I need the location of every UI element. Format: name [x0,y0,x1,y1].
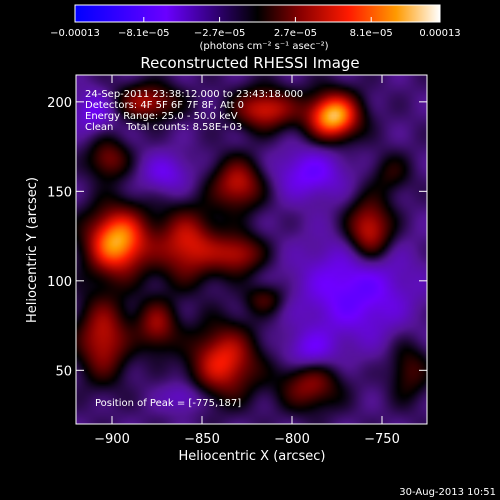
x-tick-label: −900 [94,432,130,447]
y-tick-label: 150 [47,185,72,200]
colorbar-tick-label: 8.1e−05 [350,28,393,39]
colorbar-tick-label: −8.1e−05 [118,28,170,39]
footer-timestamp: 30-Aug-2013 10:51 [399,487,496,498]
colorbar-units: (photons cm⁻² s⁻¹ asec⁻²) [199,41,328,52]
chart-title: Reconstructed RHESSI Image [140,54,359,72]
axis-ticks: −900 −850 −800 −750 50 100 150 200 [47,75,427,447]
y-axis-label: Heliocentric Y (arcsec) [25,177,40,323]
colorbar-tick-label: 0.00013 [419,28,460,39]
y-tick-label: 50 [55,364,72,379]
y-tick-label: 200 [47,96,72,111]
colorbar-tick-label: −2.7e−05 [194,28,246,39]
x-tick-label: −750 [364,432,400,447]
colorbar-tick-label: −0.00013 [50,28,100,39]
colorbar-ticks: −0.00013 −8.1e−05 −2.7e−05 2.7e−05 8.1e−05 0.… [50,17,461,39]
x-tick-label: −850 [184,432,220,447]
y-tick-label: 100 [47,275,72,290]
annotation-peak: Position of Peak = [-775,187] [95,398,241,409]
plot-frame [75,74,428,425]
x-axis-label: Heliocentric X (arcsec) [179,449,326,464]
colorbar [74,4,441,23]
x-tick-label: −800 [274,432,310,447]
annotation-detectors: Detectors: 4F 5F 6F 7F 8F, Att 0 [85,100,244,111]
colorbar-tick-label: 2.7e−05 [274,28,317,39]
heatmap-image [76,75,427,424]
annotation-energy: Energy Range: 25.0 - 50.0 keV [85,111,238,122]
annotation-clean: Clean Total counts: 8.58E+03 [85,122,242,133]
annotation-time: 24-Sep-2011 23:38:12.000 to 23:43:18.000 [85,89,303,100]
